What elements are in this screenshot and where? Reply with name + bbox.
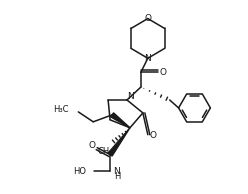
Text: HO: HO <box>73 167 86 176</box>
Text: H: H <box>114 172 120 181</box>
Text: O: O <box>144 14 151 23</box>
Polygon shape <box>108 128 130 156</box>
Text: N: N <box>144 54 151 63</box>
Text: H₃C: H₃C <box>53 105 68 114</box>
Text: N: N <box>113 167 120 176</box>
Text: N: N <box>127 93 134 101</box>
Text: O: O <box>89 141 96 150</box>
Text: CH₃: CH₃ <box>97 147 113 156</box>
Text: O: O <box>149 131 156 140</box>
Text: O: O <box>159 68 166 77</box>
Polygon shape <box>111 113 130 128</box>
